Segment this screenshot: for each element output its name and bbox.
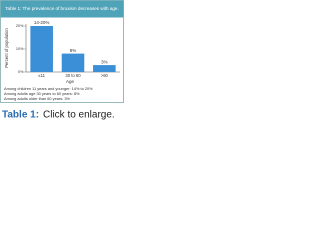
chart-title: Table 1: The prevalence of bruxism decre… — [5, 6, 119, 11]
value-label: 8% — [70, 48, 77, 53]
x-axis-label: Age — [66, 79, 75, 84]
value-label: 3% — [101, 59, 108, 64]
title-bar — [0, 0, 124, 18]
caption-text[interactable]: Click to enlarge. — [43, 110, 115, 121]
y-tick-label: 0% — [18, 70, 24, 74]
bar — [61, 53, 85, 72]
figure[interactable]: Table 1: The prevalence of bruxism decre… — [0, 0, 124, 125]
bar — [93, 65, 116, 72]
note: Among children 11 years and younger: 14%… — [4, 86, 93, 91]
x-tick-label: 30 to 60 — [65, 73, 81, 78]
caption-label[interactable]: Table 1: — [2, 110, 39, 121]
y-tick-label: 20% — [16, 24, 24, 28]
bar — [30, 26, 53, 72]
y-tick-label: 10% — [16, 47, 24, 51]
y-axis-label: Percent of population — [4, 28, 9, 68]
note: Among adults older than 60 years: 3% — [4, 96, 71, 101]
value-label: 14-20% — [34, 20, 50, 25]
note: Among adults age 30 years to 60 years: 8… — [4, 91, 80, 96]
x-tick-label: >60 — [101, 73, 109, 78]
x-tick-label: ≤11 — [38, 73, 45, 78]
